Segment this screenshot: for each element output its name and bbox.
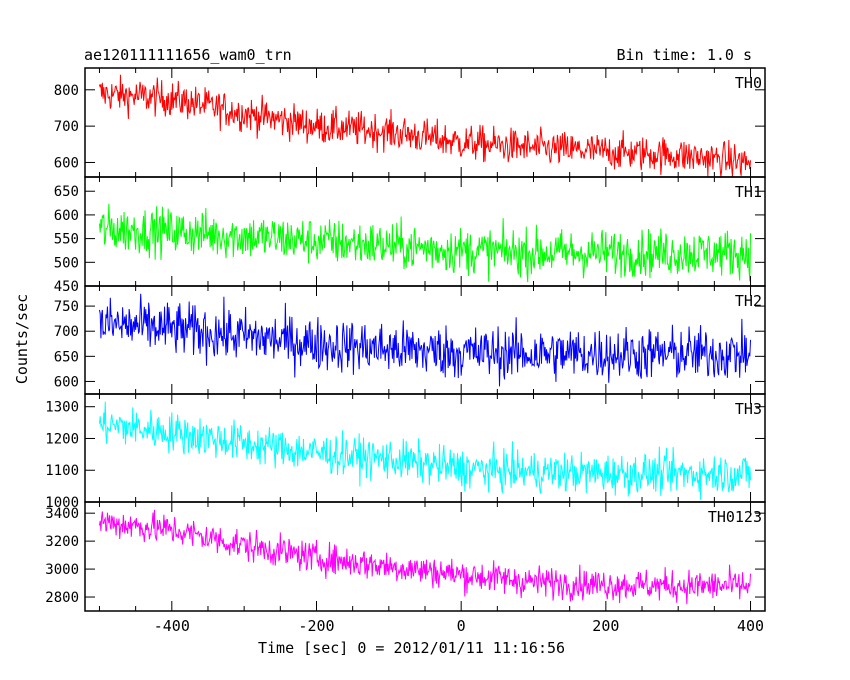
series-line-th3 <box>98 401 752 500</box>
panel-frame-th2 <box>84 285 766 395</box>
y-tick-label-th2: 750 <box>54 299 79 315</box>
y-tick-label-th2: 600 <box>54 374 79 390</box>
y-tick-label-th3: 1300 <box>45 400 79 416</box>
y-tick-label-th0123: 3400 <box>45 506 79 522</box>
y-tick-label-th0123: 3000 <box>45 562 79 578</box>
panel-label-th1: TH1 <box>735 183 762 201</box>
y-tick-label-th1: 500 <box>54 255 79 271</box>
y-tick-label-th1: 650 <box>54 184 79 200</box>
y-tick-label-th2: 700 <box>54 324 79 340</box>
y-tick-label-th3: 1100 <box>45 463 79 479</box>
y-tick-label-th0: 800 <box>54 83 79 99</box>
series-line-th0123 <box>98 509 752 605</box>
panel-label-th3: TH3 <box>735 400 762 418</box>
y-tick-label-th0123: 2800 <box>45 590 79 606</box>
series-line-th0 <box>98 74 752 178</box>
y-tick-label-th0: 700 <box>54 119 79 135</box>
panel-label-th0123: TH0123 <box>708 508 762 526</box>
x-tick-label: 400 <box>737 617 764 635</box>
x-tick-label: -400 <box>154 617 190 635</box>
y-tick-label-th0123: 3200 <box>45 534 79 550</box>
plot-title: ae120111111656_wam0_trn <box>84 46 292 64</box>
y-tick-label-th3: 1200 <box>45 431 79 447</box>
panel-frame-th0 <box>84 67 766 178</box>
x-tick-label: 0 <box>457 617 466 635</box>
panel-frame-th0123 <box>84 501 766 612</box>
y-tick-label-th1: 550 <box>54 232 79 248</box>
x-tick-label: 200 <box>592 617 619 635</box>
panel-frame-th3 <box>84 393 766 503</box>
panel-label-th0: TH0 <box>735 74 762 92</box>
y-tick-label-th0: 600 <box>54 155 79 171</box>
series-line-th2 <box>98 293 752 387</box>
y-axis-label: Counts/sec <box>13 293 31 385</box>
bin-time-label: Bin time: 1.0 s <box>616 46 752 64</box>
panel-frame-th1 <box>84 176 766 287</box>
y-tick-label-th1: 450 <box>54 279 79 295</box>
y-tick-label-th2: 650 <box>54 349 79 365</box>
y-tick-label-th1: 600 <box>54 208 79 224</box>
x-tick-label: -200 <box>298 617 334 635</box>
y-tick-label-th3: 1000 <box>45 495 79 511</box>
series-line-th1 <box>98 203 752 283</box>
x-axis-label: Time [sec] 0 = 2012/01/11 11:16:56 <box>258 639 566 657</box>
panel-label-th2: TH2 <box>735 292 762 310</box>
